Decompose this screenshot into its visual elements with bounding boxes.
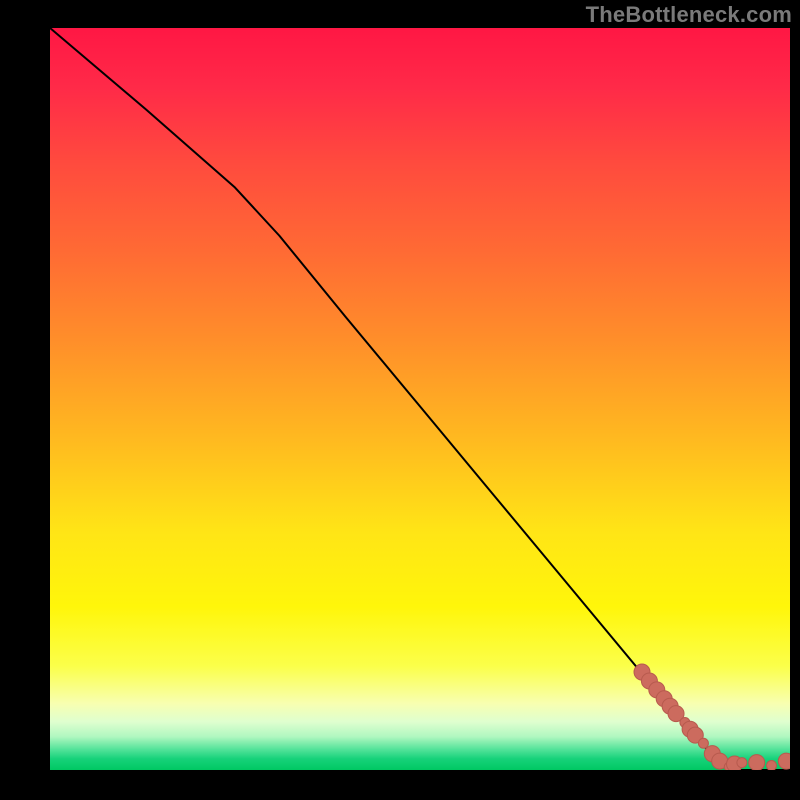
chart-frame: TheBottleneck.com [0,0,800,800]
bottleneck-curve [50,28,790,770]
watermark-text: TheBottleneck.com [586,2,792,28]
data-marker [749,755,765,770]
data-marker [737,758,747,768]
data-marker [778,753,790,769]
data-marker [698,738,708,748]
data-marker [767,761,777,770]
chart-overlay [50,28,790,770]
plot-area [50,28,790,770]
